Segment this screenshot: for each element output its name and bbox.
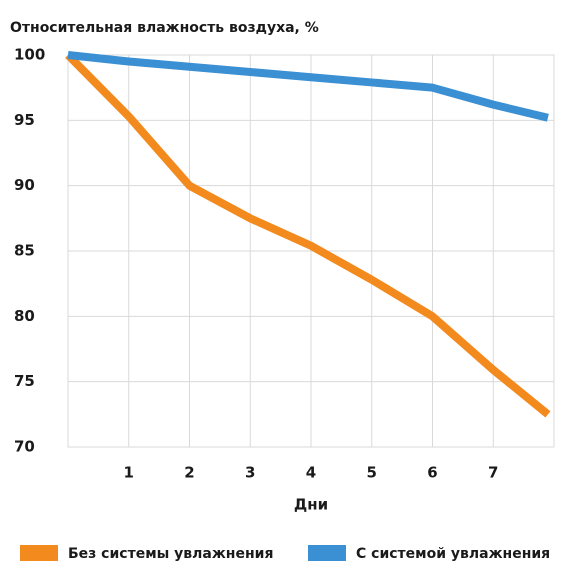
x-axis-label: Дни [294, 496, 328, 514]
y-tick-label: 75 [14, 372, 35, 390]
y-tick-label: 90 [14, 176, 35, 194]
y-tick-label: 85 [14, 242, 35, 260]
legend-label: С системой увлажнения [356, 546, 550, 562]
series-line [65, 52, 551, 418]
y-tick-label: 80 [14, 307, 35, 325]
legend-label: Без системы увлажнения [68, 546, 273, 562]
x-tick-label: 6 [427, 464, 437, 482]
legend-swatch [308, 545, 346, 561]
x-tick-label: 7 [488, 464, 498, 482]
y-tick-label: 95 [14, 111, 35, 129]
x-tick-label: 1 [124, 464, 134, 482]
x-tick-label: 3 [245, 464, 255, 482]
series-line [67, 51, 549, 122]
chart-title: Относительная влажность воздуха, % [10, 20, 319, 36]
y-tick-label: 100 [14, 46, 45, 64]
legend-swatch [20, 545, 58, 561]
y-tick-label: 70 [14, 438, 35, 456]
x-tick-label: 5 [367, 464, 377, 482]
x-tick-label: 4 [306, 464, 316, 482]
x-tick-label: 2 [184, 464, 194, 482]
